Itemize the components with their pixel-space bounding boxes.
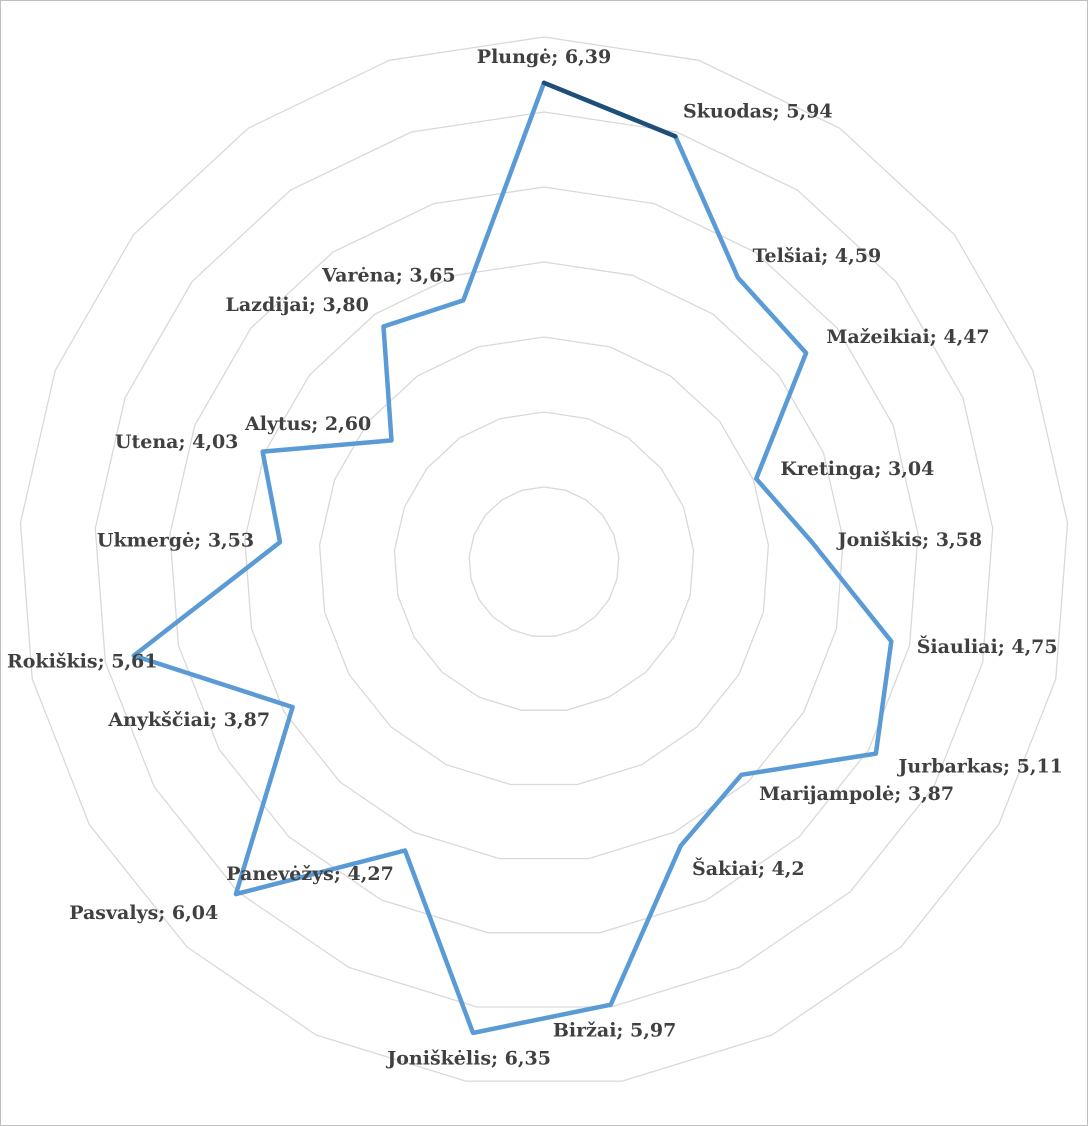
- data-label: Mažeikiai; 4,47: [826, 326, 989, 348]
- grid-ring-3: [318, 336, 770, 786]
- data-label: Alytus; 2,60: [244, 413, 371, 435]
- data-label: Rokiškis; 5,61: [7, 650, 158, 672]
- data-label: Panevėžys; 4,27: [226, 863, 394, 885]
- data-label: Ukmergė; 3,53: [97, 529, 254, 551]
- grid-ring-1: [468, 486, 620, 637]
- data-label: Šiauliai; 4,75: [917, 635, 1058, 658]
- data-label: Kretinga; 3,04: [780, 458, 934, 480]
- grid-ring-4: [244, 261, 844, 860]
- grid-ring-7: [19, 36, 1069, 1082]
- data-label: Utena; 4,03: [115, 431, 238, 453]
- data-label: Lazdijai; 3,80: [226, 294, 369, 316]
- data-label: Joniškėlis; 6,35: [385, 1048, 551, 1070]
- series-highlight-segment: [541, 80, 678, 139]
- grid-ring-6: [94, 111, 994, 1008]
- data-label: Biržai; 5,97: [553, 1020, 677, 1042]
- data-label: Anykščiai; 3,87: [107, 709, 270, 731]
- data-label: Marijampolė; 3,87: [759, 783, 954, 805]
- label-layer: Plungė; 6,39 Skuodas; 5,94 Telšiai; 4,59 Ma…: [7, 46, 1063, 1070]
- series-line: [131, 80, 894, 1036]
- data-label: Skuodas; 5,94: [683, 100, 833, 122]
- grid-layer: [19, 36, 1069, 1082]
- data-label: Varėna; 3,65: [321, 265, 455, 287]
- data-label: Telšiai; 4,59: [753, 245, 882, 267]
- data-label: Šakiai; 4,2: [692, 857, 805, 880]
- data-label: Pasvalys; 6,04: [69, 902, 218, 924]
- series-layer: [131, 80, 894, 1036]
- grid-ring-2: [393, 411, 695, 711]
- data-label: Joniškis; 3,58: [836, 529, 982, 551]
- data-label: Jurbarkas; 5,11: [896, 756, 1063, 778]
- grid-ring-5: [169, 186, 919, 934]
- data-label: Plungė; 6,39: [477, 46, 611, 68]
